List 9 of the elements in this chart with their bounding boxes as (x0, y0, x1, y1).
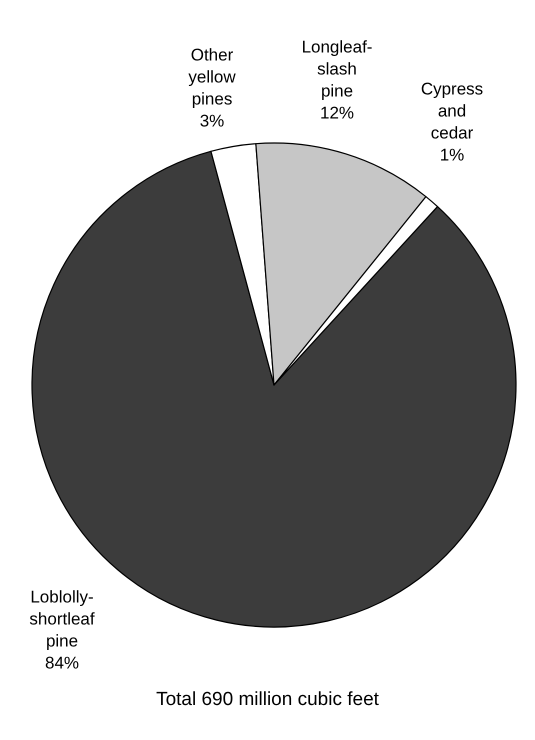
slice-label: Cypress and cedar (420, 80, 484, 142)
slice-label: Other yellow pines (188, 46, 236, 108)
data-label: 84% (44, 654, 80, 672)
slice-label: Longleaf-slash pine (302, 38, 372, 100)
slice-label: Loblolly-shortleaf pine (29, 588, 95, 650)
data-label: 12% (320, 104, 354, 122)
text: Total 690 million cubic feet (156, 689, 380, 710)
data-label: 1% (440, 146, 464, 164)
data-label: 3% (200, 112, 224, 130)
